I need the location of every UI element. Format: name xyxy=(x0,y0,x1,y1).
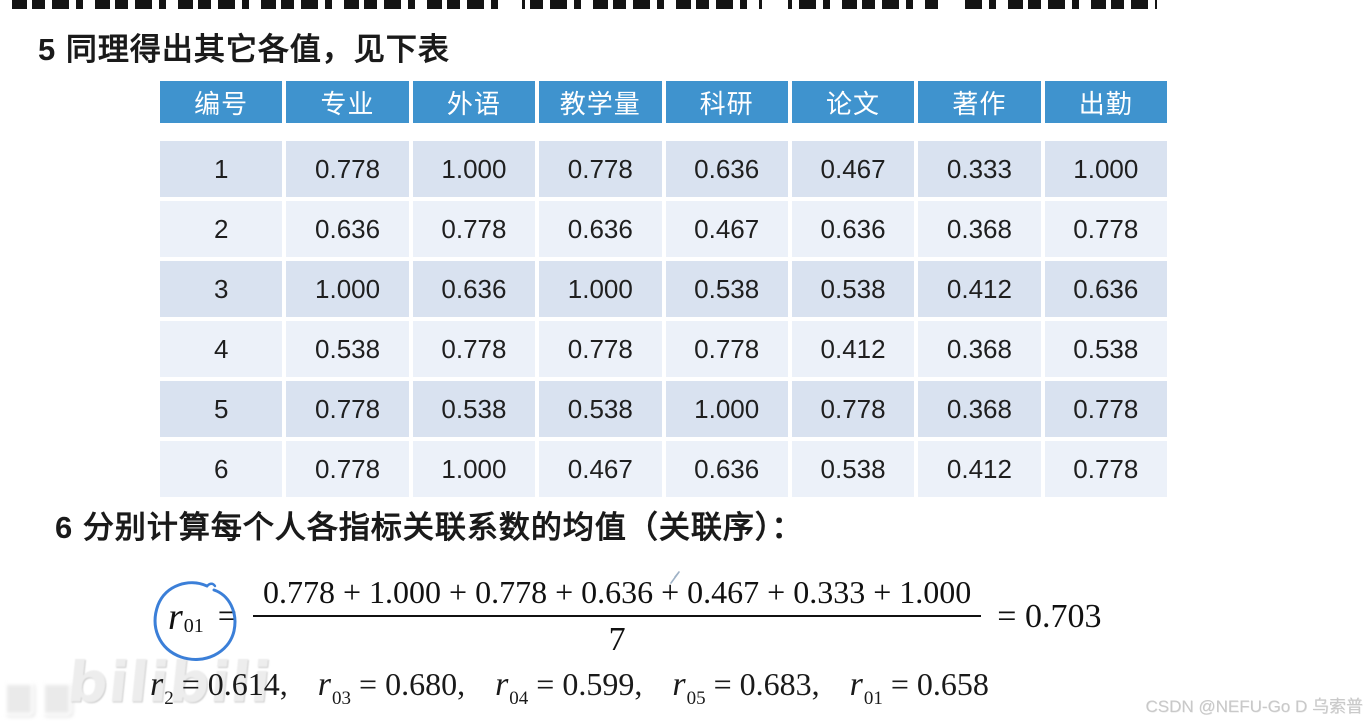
table-cell: 0.538 xyxy=(791,441,915,497)
formula-subscript: 01 xyxy=(183,615,204,637)
table-header-cell: 教学量 xyxy=(539,81,662,123)
result-value: = 0.599, xyxy=(536,666,643,702)
result-var: r xyxy=(150,666,164,703)
table-cell: 0.368 xyxy=(918,321,1041,377)
table-cell: 0.778 xyxy=(1044,201,1167,257)
result-value: = 0.614, xyxy=(181,666,288,702)
table-header-cell: 论文 xyxy=(791,81,915,123)
table-cell: 0.636 xyxy=(665,441,788,497)
table-cell: 0.412 xyxy=(791,321,915,377)
result-item: r 03 = 0.680, xyxy=(317,666,466,709)
table-cell: 0.412 xyxy=(918,261,1041,317)
fraction: 0.778 + 1.000 + 0.778 + 0.636 + 0.467 + … xyxy=(252,572,982,661)
result-subscript: 04 xyxy=(509,688,529,709)
correlation-table: 编号 专业 外语 教学量 科研 论文 著作 出勤 1 0.778 1.000 0.778 0.636 0.… xyxy=(160,81,1167,497)
mean-formula: r 01 = 0.778 + 1.000 + 0.778 + 0.636 + 0.… xyxy=(168,572,1101,661)
table-cell: 3 xyxy=(160,261,283,317)
table-cell: 0.778 xyxy=(286,141,409,197)
table-cell: 0.538 xyxy=(1044,321,1167,377)
cropped-text-line xyxy=(12,0,1157,9)
result-var: r xyxy=(495,666,509,703)
section-heading-6: 6 分别计算每个人各指标关联系数的均值（关联序）： xyxy=(55,510,804,545)
cropped-text-gap xyxy=(938,0,958,10)
pen-cursor-icon xyxy=(670,571,680,584)
table-cell: 0.778 xyxy=(412,321,536,377)
cropped-text-gap xyxy=(762,0,788,10)
table-cell: 0.467 xyxy=(791,141,915,197)
table-cell: 0.778 xyxy=(791,381,915,437)
table-cell: 2 xyxy=(160,201,283,257)
table-cell: 0.538 xyxy=(412,381,536,437)
illegible-glyph xyxy=(4,682,34,716)
table-cell: 0.368 xyxy=(918,201,1041,257)
result-subscript: 03 xyxy=(332,688,352,709)
table-header-cell: 出勤 xyxy=(1044,81,1167,123)
csdn-watermark: CSDN @NEFU-Go D 乌索普 xyxy=(1145,697,1364,716)
table-cell: 0.778 xyxy=(539,321,662,377)
table-cell: 6 xyxy=(160,441,283,497)
illegible-glyph xyxy=(42,682,72,716)
table-cell: 1.000 xyxy=(412,441,536,497)
table-cell: 0.778 xyxy=(412,201,536,257)
table-cell: 1.000 xyxy=(539,261,662,317)
result-var: r xyxy=(672,666,686,703)
result-subscript: 2 xyxy=(164,688,174,709)
cropped-text-gap xyxy=(500,0,522,10)
fraction-bar xyxy=(252,615,982,617)
result-subscript: 05 xyxy=(686,688,706,709)
formula-result: = 0.703 xyxy=(997,597,1102,635)
table-cell: 0.778 xyxy=(286,441,409,497)
table-cell: 0.636 xyxy=(665,141,788,197)
formula-equals: = xyxy=(217,597,237,635)
table-header-cell: 著作 xyxy=(918,81,1041,123)
result-item: r 05 = 0.683, xyxy=(672,666,820,709)
table-header-cell: 编号 xyxy=(160,81,283,123)
table-cell: 0.467 xyxy=(539,441,662,497)
table-header-cell: 外语 xyxy=(412,81,536,123)
result-subscript: 01 xyxy=(863,688,883,709)
table-header-cell: 专业 xyxy=(286,81,409,123)
fraction-numerator: 0.778 + 1.000 + 0.778 + 0.636 + 0.467 + … xyxy=(262,574,972,610)
table-cell: 5 xyxy=(160,381,283,437)
results-line: r 2 = 0.614, r 03 = 0.680, r 04 = 0.599, r 05 = 0.6… xyxy=(150,666,989,709)
table-cell: 0.636 xyxy=(1044,261,1167,317)
result-var: r xyxy=(849,666,863,703)
table-cell: 0.368 xyxy=(918,381,1041,437)
table-cell: 0.636 xyxy=(286,201,409,257)
table-cell: 0.636 xyxy=(539,201,662,257)
result-value: = 0.680, xyxy=(359,666,466,702)
result-value: = 0.683, xyxy=(713,666,820,702)
fraction-denominator: 7 xyxy=(608,621,626,658)
result-item: r 2 = 0.614, xyxy=(150,666,288,709)
table-cell: 0.538 xyxy=(286,321,409,377)
table-cell: 4 xyxy=(160,321,283,377)
table-cell: 0.538 xyxy=(791,261,915,317)
formula-var: r xyxy=(168,595,183,638)
table-cell: 0.778 xyxy=(1044,441,1167,497)
result-item: r 01 = 0.658 xyxy=(849,666,989,709)
table-cell: 0.778 xyxy=(286,381,409,437)
table-cell: 0.778 xyxy=(1044,381,1167,437)
table-cell: 1.000 xyxy=(665,381,788,437)
result-value: = 0.658 xyxy=(890,666,989,702)
table-header-cell: 科研 xyxy=(665,81,788,123)
table-cell: 1.000 xyxy=(1044,141,1167,197)
table-cell: 1 xyxy=(160,141,283,197)
table-cell: 0.538 xyxy=(539,381,662,437)
table-cell: 0.778 xyxy=(539,141,662,197)
table-cell: 0.412 xyxy=(918,441,1041,497)
table-cell: 1.000 xyxy=(412,141,536,197)
result-item: r 04 = 0.599, xyxy=(495,666,643,709)
table-cell: 0.636 xyxy=(412,261,536,317)
illegible-watermark xyxy=(4,682,72,716)
result-var: r xyxy=(317,666,332,703)
table-cell: 0.467 xyxy=(665,201,788,257)
table-cell: 0.636 xyxy=(791,201,915,257)
table-cell: 0.778 xyxy=(665,321,788,377)
table-cell: 1.000 xyxy=(286,261,409,317)
table-cell: 0.538 xyxy=(665,261,788,317)
section-heading-5: 5 同理得出其它各值，见下表 xyxy=(38,32,450,67)
table-cell: 0.333 xyxy=(918,141,1041,197)
